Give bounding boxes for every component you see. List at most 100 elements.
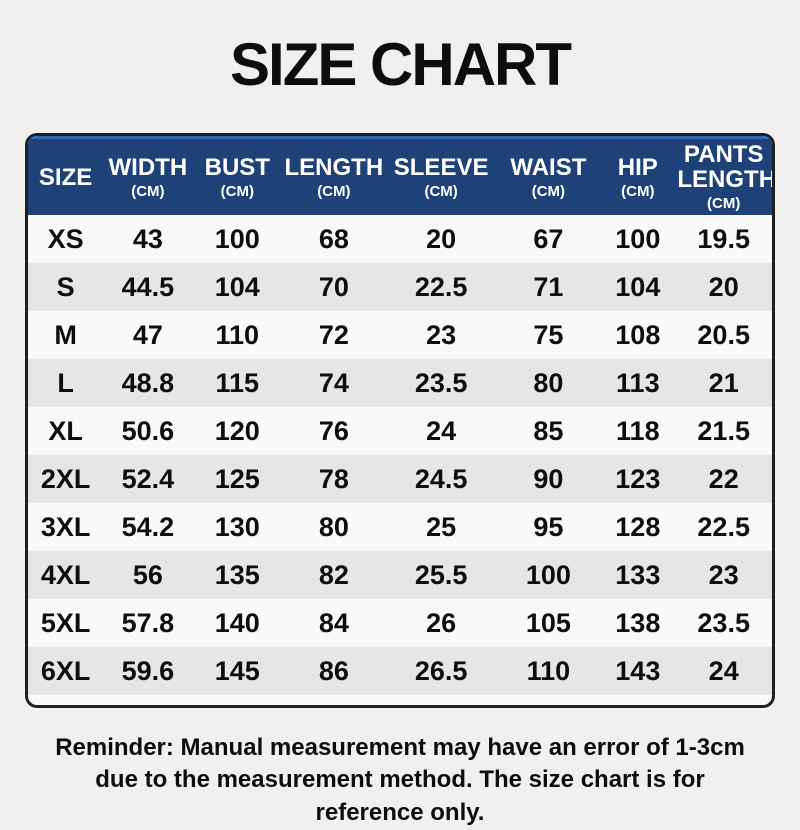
size-cell: 2XL <box>40 463 91 494</box>
table-cell: 105 <box>525 607 571 638</box>
page-title: SIZE CHART <box>230 31 572 98</box>
table-cell: 123 <box>615 463 661 494</box>
table-body: XS 43 100 68 20 67 100 19.5 S 44.5 104 70 22.5 71 104 2… <box>28 215 772 695</box>
table-cell: 108 <box>615 319 661 350</box>
table-row-2xl: 2XL 52.4 125 78 24.5 90 123 22 <box>28 455 772 503</box>
table-cell: 145 <box>214 655 260 686</box>
table-cell: 110 <box>526 655 571 686</box>
table-cell: 95 <box>533 511 564 542</box>
reminder-line-2: due to the measurement method. The size … <box>95 766 705 826</box>
table-cell: 50.6 <box>121 415 175 446</box>
table-cell: 24 <box>426 415 457 446</box>
table-cell: 23 <box>708 559 739 590</box>
table-cell: 21.5 <box>697 415 750 446</box>
size-cell: 4XL <box>40 559 91 590</box>
size-cell: M <box>54 319 77 350</box>
table-cell: 138 <box>615 607 661 638</box>
table-cell: 22.5 <box>414 271 468 302</box>
table-cell: 22.5 <box>697 511 750 542</box>
size-chart-page: SIZE CHART SIZE WIDTH (CM) BUST (CM) LENGTH (C… <box>0 30 800 829</box>
table-cell: 125 <box>214 463 260 494</box>
table-cell: 25.5 <box>414 559 468 590</box>
table-row-6xl: 6XL 59.6 145 86 26.5 110 143 24 <box>28 647 772 695</box>
column-header-size: SIZE <box>28 136 104 215</box>
table-cell: 21 <box>708 367 739 398</box>
column-header-hip: HIP (CM) <box>600 136 676 215</box>
table-cell: 76 <box>318 415 349 446</box>
size-cell: 5XL <box>40 607 91 638</box>
table-cell: 19.5 <box>697 223 750 254</box>
table-cell: 74 <box>318 367 349 398</box>
table-cell: 56 <box>132 559 163 590</box>
column-label: SLEEVE <box>393 153 489 181</box>
table-cell: 44.5 <box>121 271 175 302</box>
table-row-s: S 44.5 104 70 22.5 71 104 20 <box>28 263 772 311</box>
table-row-xs: XS 43 100 68 20 67 100 19.5 <box>28 215 772 263</box>
table-cell: 104 <box>214 271 260 302</box>
column-label: WAIST <box>510 153 587 181</box>
table-cell: 140 <box>214 607 260 638</box>
table-cell: 128 <box>615 511 661 542</box>
column-header-bust: BUST (CM) <box>192 136 282 215</box>
table-cell: 22 <box>708 463 739 494</box>
table-cell: 54.2 <box>121 511 175 542</box>
table-row-l: L 48.8 115 74 23.5 80 113 21 <box>28 359 772 407</box>
table-row-4xl: 4XL 56 135 82 25.5 100 133 23 <box>28 551 772 599</box>
table-cell: 59.6 <box>121 655 175 686</box>
size-cell: S <box>56 271 75 302</box>
table-cell: 72 <box>318 319 349 350</box>
table-cell: 130 <box>214 511 260 542</box>
table-cell: 133 <box>615 559 661 590</box>
column-header-sleeve: SLEEVE (CM) <box>385 136 497 215</box>
table-cell: 57.8 <box>121 607 175 638</box>
table-cell: 85 <box>533 415 564 446</box>
table-cell: 100 <box>615 223 661 254</box>
table-cell: 80 <box>318 511 349 542</box>
size-cell: 6XL <box>40 655 91 686</box>
table-cell: 90 <box>533 463 564 494</box>
table-row-m: M 47 110 72 23 75 108 20.5 <box>28 311 772 359</box>
table-row-3xl: 3XL 54.2 130 80 25 95 128 22.5 <box>28 503 772 551</box>
table-cell: 68 <box>318 223 349 254</box>
table-cell: 135 <box>214 559 260 590</box>
table-row-5xl: 5XL 57.8 140 84 26 105 138 23.5 <box>28 599 772 647</box>
table-cell: 20 <box>708 271 739 302</box>
table-cell: 86 <box>318 655 349 686</box>
table-cell: 143 <box>615 655 661 686</box>
table-cell: 82 <box>318 559 349 590</box>
table-cell: 84 <box>318 607 349 638</box>
table-cell: 23.5 <box>414 367 468 398</box>
size-cell: XS <box>47 223 84 254</box>
table-cell: 26 <box>426 607 457 638</box>
table-cell: 20 <box>426 223 457 254</box>
column-header-length: LENGTH (CM) <box>282 136 386 215</box>
column-unit: (CM) <box>707 195 741 212</box>
table-cell: 47 <box>132 319 163 350</box>
column-label: HIP <box>617 153 658 181</box>
size-cell: XL <box>48 415 83 446</box>
column-label: WIDTH <box>108 153 188 181</box>
table-cell: 80 <box>533 367 564 398</box>
table-cell: 75 <box>533 319 564 350</box>
reminder-text: Reminder: Manual measurement may have an… <box>40 732 760 829</box>
table-cell: 110 <box>215 319 260 350</box>
column-label: BUST <box>204 153 270 181</box>
header-row: SIZE WIDTH (CM) BUST (CM) LENGTH (CM) SLEEVE (CM… <box>28 136 775 215</box>
table-cell: 43 <box>132 223 163 254</box>
table-row-xl: XL 50.6 120 76 24 85 118 21.5 <box>28 407 772 455</box>
table-cell: 115 <box>215 367 260 398</box>
table-cell: 120 <box>214 415 260 446</box>
column-label: PANTS LENGTH <box>677 141 775 193</box>
table-cell: 52.4 <box>121 463 175 494</box>
table-cell: 118 <box>616 415 660 446</box>
column-unit: (CM) <box>621 182 655 200</box>
column-header-pants-length: PANTS LENGTH (CM) <box>675 136 775 215</box>
table-cell: 26.5 <box>414 655 468 686</box>
table-cell: 24.5 <box>414 463 468 494</box>
size-cell: 3XL <box>40 511 91 542</box>
table-cell: 24 <box>708 655 739 686</box>
reminder-line-1: Reminder: Manual measurement may have an… <box>55 734 745 761</box>
table-cell: 25 <box>426 511 457 542</box>
column-header-waist: WAIST (CM) <box>496 136 601 215</box>
column-unit: (CM) <box>220 182 254 200</box>
